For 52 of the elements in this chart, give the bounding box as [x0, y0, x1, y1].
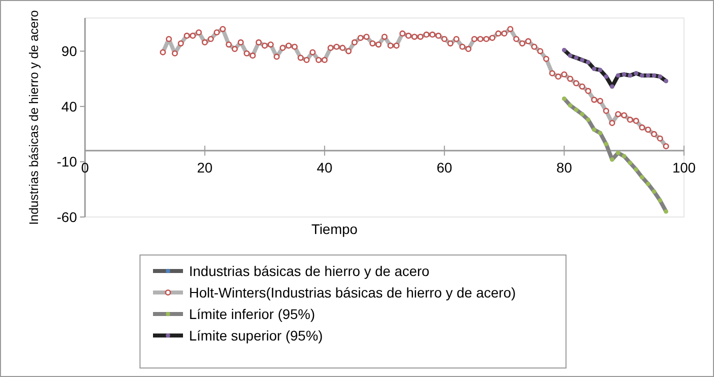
x-tick-label: 80 [556, 160, 572, 176]
x-axis-title: Tiempo [311, 221, 358, 237]
point [586, 60, 590, 64]
x-tick-label: 40 [316, 160, 333, 176]
point [604, 74, 608, 79]
point [616, 73, 620, 78]
point [598, 130, 602, 136]
y-tick-label: -10 [56, 154, 78, 170]
point [574, 56, 578, 60]
y-tick-label: 90 [61, 43, 78, 60]
point [610, 84, 614, 89]
legend-label: Límite inferior (95%) [189, 306, 316, 322]
point [658, 74, 662, 79]
point [634, 167, 638, 172]
point [568, 53, 572, 58]
point [628, 73, 632, 78]
point [664, 78, 668, 84]
y-axis-title: Industrias básicas de hierro y de acero [27, 10, 41, 225]
x-tick-label: 60 [436, 160, 452, 176]
point [562, 48, 566, 52]
point [658, 198, 662, 203]
point [664, 209, 668, 214]
y-tick-label: -60 [56, 208, 78, 225]
legend-label: Límite superior (95%) [189, 327, 323, 344]
x-tick-label: 100 [672, 160, 696, 176]
point [586, 117, 590, 122]
point [598, 68, 602, 72]
x-tick-label: 0 [81, 160, 90, 176]
x-tick-label: 20 [197, 160, 213, 176]
y-tick-label: 40 [61, 98, 78, 114]
point [652, 73, 656, 78]
legend-label: Holt-Winters(Industrias básicas de hierro y de acero) [189, 284, 516, 300]
point [646, 182, 650, 186]
point [604, 142, 608, 146]
point [580, 58, 584, 62]
point [640, 73, 644, 78]
point [568, 103, 572, 108]
point [574, 108, 578, 112]
point [592, 127, 596, 132]
point [652, 189, 656, 194]
point [580, 112, 584, 116]
point [628, 160, 632, 166]
point [616, 150, 620, 156]
point [622, 72, 626, 77]
point [622, 154, 626, 158]
point [592, 66, 596, 72]
point [646, 73, 650, 78]
point [634, 71, 638, 76]
point [562, 96, 566, 101]
legend-label: Industrias básicas de hierro y de acero [189, 262, 430, 279]
point [640, 174, 644, 180]
point [610, 157, 614, 162]
